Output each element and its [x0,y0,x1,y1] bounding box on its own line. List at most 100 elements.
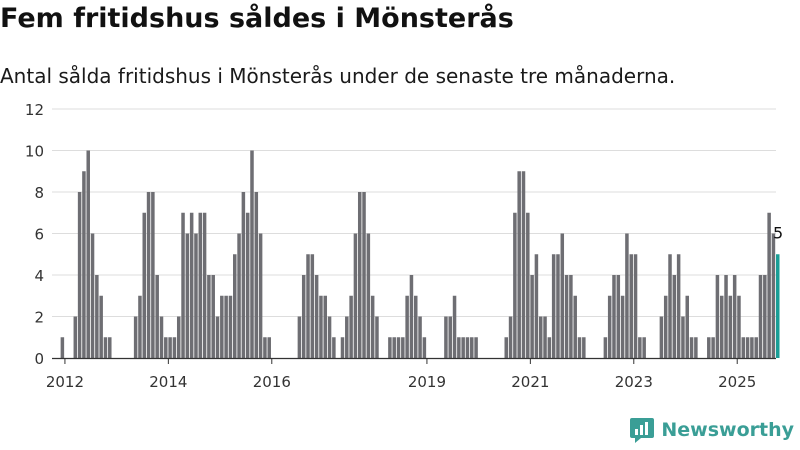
bar [461,337,465,358]
bar [353,233,358,358]
bar [629,254,633,358]
bar [418,316,422,358]
y-tick-label: 10 [25,143,44,161]
bar [245,212,250,358]
bar [707,337,711,358]
bar [754,337,758,358]
bar [215,316,220,358]
bar [172,337,177,358]
labels: 0 2 4 6 8 10 12 5 2012 2014 2016 2019 2021 2023 2025 [25,101,783,391]
bar [332,337,336,358]
bar [694,337,698,358]
bar [345,316,349,358]
bar [508,316,513,358]
bar [159,316,164,358]
bar [732,275,737,358]
bar [474,337,478,358]
bar [198,212,203,358]
bar [422,337,427,358]
bar [142,212,147,358]
bar [737,295,741,358]
bar [409,275,414,358]
chart-title: Fem fritidshus såldes i Mönsterås [0,3,514,34]
x-tick-label: 2025 [718,373,756,391]
bar [301,275,306,358]
bar [569,275,573,358]
bar [349,295,353,358]
bar [211,275,215,358]
newsworthy-logo: Newsworthy [629,416,794,444]
bar [224,295,228,358]
bar [526,212,530,358]
bar [672,275,677,358]
bar [133,316,138,358]
bar [267,337,271,358]
brand-name: Newsworthy [661,419,794,441]
bar [612,275,616,358]
bar [771,233,776,358]
bar [538,316,543,358]
bar [452,295,457,358]
bar [250,150,254,358]
bar [310,254,315,358]
bar [220,295,224,358]
bar [414,295,418,358]
bar [228,295,233,358]
bar [513,212,517,358]
bar [357,192,362,358]
chart-subtitle: Antal sålda fritidshus i Mönsterås under… [0,64,676,88]
bar [340,337,345,358]
bar [728,295,733,358]
bar [521,171,526,358]
bar [758,275,763,358]
bar [745,337,750,358]
bar [444,316,448,358]
bar [470,337,474,358]
bar [603,337,608,358]
x-tick-label: 2019 [408,373,446,391]
y-tick-label: 12 [25,101,44,119]
bar [207,275,211,358]
bar [638,337,642,358]
bar [504,337,509,358]
bar [676,254,681,358]
bar [185,233,190,358]
bar [297,316,302,358]
bar [82,171,86,358]
bar [60,337,65,358]
bar [194,233,198,358]
bar [724,275,728,358]
x-tick-label: 2012 [46,373,84,391]
bar-highlight [776,254,780,358]
bar [181,212,185,358]
bar [405,295,409,358]
bar [168,337,172,358]
bar [151,192,155,358]
bar [642,337,646,358]
y-tick-label: 8 [34,184,44,202]
bar [86,150,90,358]
bar [711,337,715,358]
bar [715,275,720,358]
bar [633,254,638,358]
bar [543,316,547,358]
bar [306,254,310,358]
bar [668,254,672,358]
bar [327,316,332,358]
bar [577,337,582,358]
bar [767,212,771,358]
bar [551,254,556,358]
bars [60,150,780,358]
bar [155,275,159,358]
bar [607,295,612,358]
bar [689,337,694,358]
bar [237,233,241,358]
data-label: 5 [773,223,783,242]
bar [573,295,577,358]
bar [465,337,470,358]
bar [448,316,452,358]
bar [457,337,461,358]
bar [90,233,95,358]
bar [73,316,78,358]
bar [362,192,366,358]
